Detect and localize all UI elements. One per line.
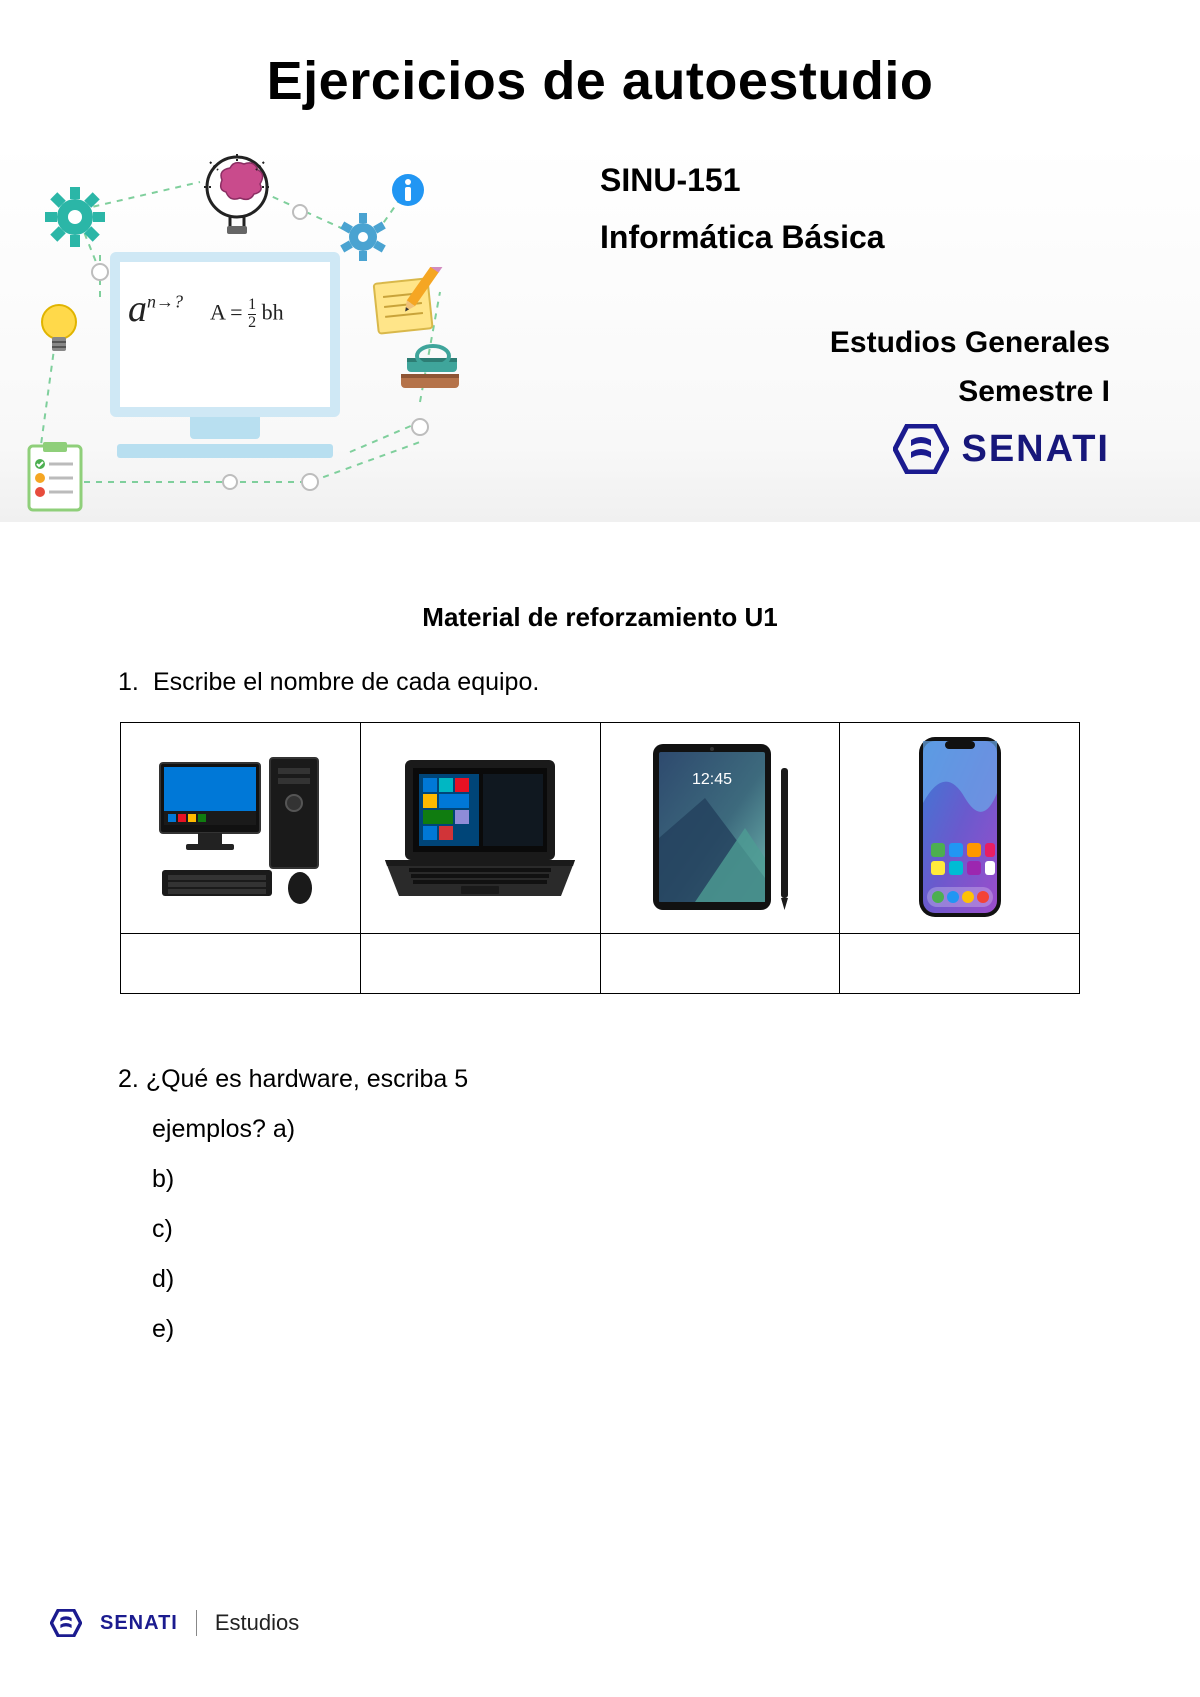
footer-divider: [196, 1610, 197, 1636]
monitor-base: [117, 444, 333, 458]
footer: SENATI Estudios: [50, 1609, 299, 1637]
question-1: 1. Escribe el nombre de cada equipo.: [100, 668, 1100, 697]
answer-cell-2[interactable]: [360, 934, 600, 994]
q2-opt-e: e): [118, 1304, 1100, 1354]
device-tablet: 12:45: [600, 723, 840, 934]
banner-illustration: an→? A = 12 bh: [0, 142, 560, 522]
page-title: Ejercicios de autoestudio: [0, 0, 1200, 142]
content: Material de reforzamiento U1 1. Escribe …: [0, 522, 1200, 1354]
answer-cell-3[interactable]: [600, 934, 840, 994]
books-icon: [395, 342, 465, 397]
q2-opt-c: c): [118, 1204, 1100, 1254]
question-2: 2. ¿Qué es hardware, escriba 5 ejemplos?…: [100, 1054, 1100, 1354]
monitor-icon: [110, 252, 340, 417]
q2-line2: ejemplos? a): [118, 1104, 1100, 1154]
formula-1: an→?: [128, 287, 183, 331]
gear-teal-icon: [45, 187, 105, 247]
device-laptop: [360, 723, 600, 934]
answer-cell-1[interactable]: [121, 934, 361, 994]
senati-hexagon-icon: [50, 1609, 82, 1637]
banner-text: SINU-151 Informática Básica Estudios Gen…: [560, 142, 1200, 522]
device-table: 12:45: [120, 722, 1080, 994]
q1-text: Escribe el nombre de cada equipo.: [153, 668, 539, 696]
notepad-pencil-icon: [368, 267, 448, 337]
device-desktop: [121, 723, 361, 934]
lightbulb-icon: [38, 302, 80, 360]
checklist-icon: [25, 442, 85, 514]
info-icon: [390, 172, 426, 208]
q2-number: 2.: [118, 1065, 139, 1093]
footer-text: Estudios: [215, 1610, 299, 1636]
banner: an→? A = 12 bh: [0, 142, 1200, 522]
semester-label: Semestre I: [600, 375, 1200, 409]
device-smartphone: [840, 723, 1080, 934]
brain-bulb-icon: [200, 152, 275, 237]
q2-opt-d: d): [118, 1254, 1100, 1304]
q2-line1: ¿Qué es hardware, escriba 5: [146, 1065, 468, 1093]
q1-number: 1.: [118, 668, 146, 697]
formula-2: A = 12 bh: [210, 297, 284, 332]
q2-opt-b: b): [118, 1154, 1100, 1204]
course-name: Informática Básica: [600, 219, 1200, 256]
gear-blue-icon: [338, 212, 388, 262]
svg-text:12:45: 12:45: [692, 771, 732, 788]
course-code: SINU-151: [600, 162, 1200, 199]
senati-hexagon-icon: [893, 424, 949, 474]
section-title: Material de reforzamiento U1: [100, 602, 1100, 633]
answer-cell-4[interactable]: [840, 934, 1080, 994]
studies-label: Estudios Generales: [600, 326, 1200, 360]
footer-org: SENATI: [100, 1612, 178, 1635]
senati-logo: SENATI: [600, 424, 1200, 474]
senati-name: SENATI: [961, 428, 1110, 471]
